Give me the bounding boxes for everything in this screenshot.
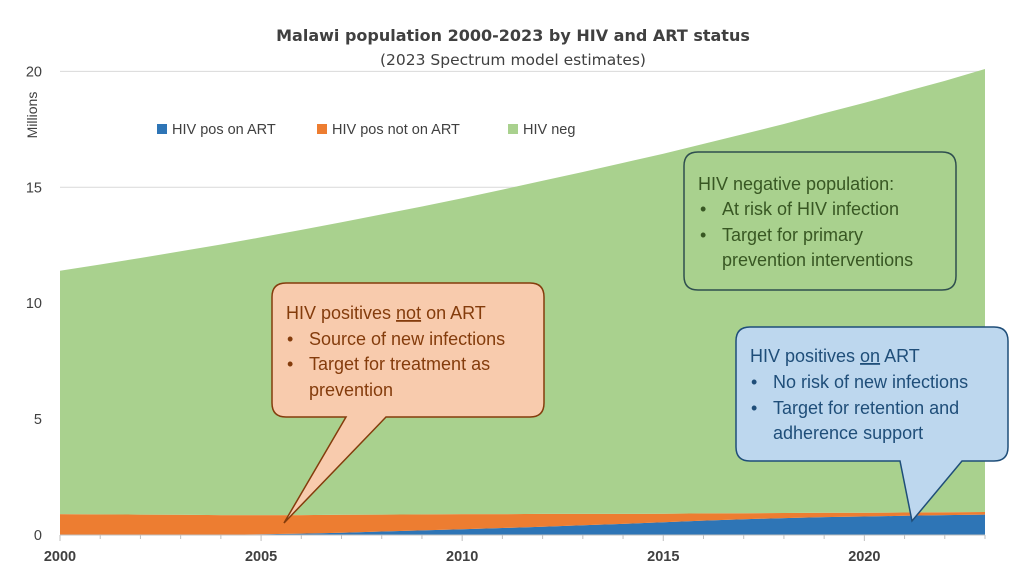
callout-not-on-art-heading-pre: HIV positives [286, 303, 396, 323]
x-tick-label-2020: 2020 [848, 549, 880, 565]
x-tick-label-2010: 2010 [446, 549, 478, 565]
callout-not-on-art-heading: HIV positives not on ART [286, 303, 486, 323]
callout-on-art-heading-post: ART [880, 346, 920, 366]
callout-hiv-negative: HIV negative population: • At risk of HI… [683, 151, 957, 291]
callout-on-art-bullet-1-mark: • [751, 372, 757, 392]
callout-hiv-negative-bullet-1: At risk of HIV infection [722, 199, 899, 219]
y-tick-label-10: 10 [26, 296, 42, 312]
callout-not-on-art: HIV positives not on ART • Source of new… [271, 282, 545, 524]
chart-subtitle: (2023 Spectrum model estimates) [380, 51, 646, 69]
y-tick-label-20: 20 [26, 64, 42, 80]
callout-on-art-heading-pre: HIV positives [750, 346, 860, 366]
callout-not-on-art-bullet-1: Source of new infections [309, 329, 505, 349]
callout-not-on-art-bullet-2: Target for treatment as [309, 354, 490, 374]
callout-not-on-art-bullet-1-mark: • [287, 329, 293, 349]
axes: 0 5 10 15 20 2000 2005 2010 2015 2020 [26, 64, 986, 565]
legend-swatch-2 [317, 124, 327, 134]
callout-on-art-heading-emph: on [860, 346, 880, 366]
legend: HIV pos on ART HIV pos not on ART HIV neg [157, 122, 575, 138]
callout-on-art: HIV positives on ART • No risk of new in… [735, 326, 1009, 523]
callout-not-on-art-bullet-2-mark: • [287, 354, 293, 374]
legend-swatch-1 [157, 124, 167, 134]
x-tick-label-2005: 2005 [245, 549, 277, 565]
y-tick-label-0: 0 [34, 528, 42, 544]
callout-not-on-art-heading-emph: not [396, 303, 421, 323]
chart-title: Malawi population 2000-2023 by HIV and A… [276, 26, 750, 45]
callout-hiv-negative-bullet-2: Target for primary [722, 225, 863, 245]
area-hiv-pos-not-on-art [60, 512, 985, 535]
callout-on-art-bullet-1: No risk of new infections [773, 372, 968, 392]
callout-on-art-heading: HIV positives on ART [750, 346, 920, 366]
callout-hiv-negative-bullet-1-mark: • [700, 199, 706, 219]
legend-label-1: HIV pos on ART [172, 122, 276, 138]
y-tick-label-15: 15 [26, 180, 42, 196]
callout-not-on-art-box [271, 282, 545, 524]
y-axis-label: Millions [24, 92, 40, 139]
legend-label-2: HIV pos not on ART [332, 122, 460, 138]
callout-on-art-bullet-2-cont: adherence support [773, 423, 923, 443]
callout-hiv-negative-bullet-2-mark: • [700, 225, 706, 245]
callout-on-art-box [735, 326, 1009, 523]
callout-not-on-art-heading-post: on ART [421, 303, 486, 323]
callout-hiv-negative-bullet-2-cont: prevention interventions [722, 250, 913, 270]
x-tick-label-2015: 2015 [647, 549, 679, 565]
area-hiv-pos-on-art [60, 514, 985, 535]
callout-hiv-negative-heading: HIV negative population: [698, 174, 894, 194]
callout-not-on-art-bullet-2-cont: prevention [309, 380, 393, 400]
x-tick-label-2000: 2000 [44, 549, 76, 565]
legend-swatch-3 [508, 124, 518, 134]
callout-on-art-bullet-2-mark: • [751, 398, 757, 418]
y-tick-label-5: 5 [34, 412, 42, 428]
legend-label-3: HIV neg [523, 122, 575, 138]
callout-on-art-bullet-2: Target for retention and [773, 398, 959, 418]
callout-hiv-negative-box [683, 151, 957, 291]
